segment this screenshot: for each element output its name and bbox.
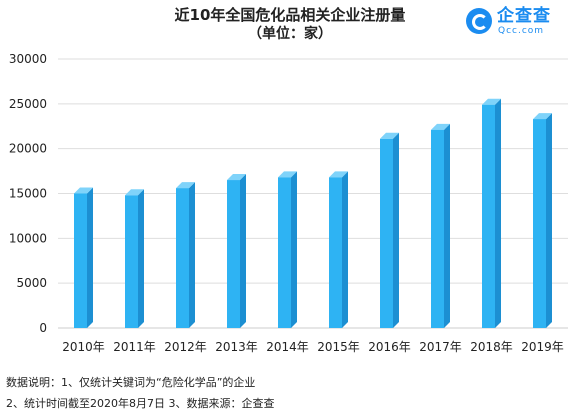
x-tick-label: 2010年 — [62, 340, 105, 354]
bar-top — [176, 182, 195, 189]
x-tick-label: 2018年 — [470, 340, 513, 354]
bar-side — [393, 132, 399, 328]
chart-title: 近10年全国危化品相关企业注册量 — [174, 6, 406, 24]
x-tick-label: 2013年 — [215, 340, 258, 354]
bar-side — [546, 113, 552, 329]
bar-top — [329, 171, 348, 178]
bar — [533, 119, 546, 329]
bar-side — [189, 182, 195, 328]
bar-side — [342, 171, 348, 328]
bar-top — [125, 189, 144, 196]
bar — [329, 177, 342, 328]
y-tick-label: 15000 — [9, 187, 47, 201]
y-tick-label: 25000 — [9, 97, 47, 111]
bar-side — [444, 123, 450, 328]
x-tick-label: 2015年 — [317, 340, 360, 354]
x-tick-label: 2014年 — [266, 340, 309, 354]
bar-top — [227, 174, 246, 181]
bar-top — [74, 187, 93, 194]
x-tick-label: 2017年 — [419, 340, 462, 354]
bar — [431, 129, 444, 328]
chart-subtitle: （单位：家） — [248, 26, 332, 42]
qcc-logo: 企查查 Qcc.com — [466, 6, 576, 38]
x-tick-label: 2011年 — [113, 340, 156, 354]
logo-name: 企查查 — [497, 6, 551, 26]
bar — [380, 138, 393, 328]
x-tick-label: 2019年 — [521, 340, 564, 354]
y-tick-label: 10000 — [9, 231, 47, 245]
qcc-logo-icon — [466, 8, 492, 34]
bar — [125, 195, 138, 328]
data-note-line-2: 2、统计时间截至2020年8月7日 3、数据来源：企查查 — [6, 397, 275, 410]
bar-side — [138, 189, 144, 328]
bar-top — [482, 98, 501, 105]
bar-side — [87, 187, 93, 328]
bar — [74, 193, 87, 328]
bar — [278, 177, 291, 328]
logo-domain: Qcc.com — [498, 26, 545, 36]
bar — [176, 188, 189, 328]
x-tick-label: 2012年 — [164, 340, 207, 354]
bar-chart: 0 5000 10000 15000 20000 25000 30000 2010年 2011年… — [9, 52, 568, 354]
bar-top — [533, 113, 552, 120]
bar-top — [431, 123, 450, 130]
bar-top — [278, 171, 297, 178]
bar — [482, 104, 495, 328]
bar — [227, 180, 240, 328]
y-tick-label: 0 — [39, 321, 47, 335]
y-tick-label: 5000 — [16, 276, 47, 290]
bar-side — [495, 98, 501, 328]
y-tick-label: 30000 — [9, 52, 47, 66]
data-note-line-1: 数据说明：1、仅统计关键词为“危险化学品”的企业 — [6, 376, 256, 389]
bar-side — [240, 174, 246, 328]
bar-top — [380, 132, 399, 139]
x-tick-label: 2016年 — [368, 340, 411, 354]
bar-side — [291, 171, 297, 328]
y-tick-label: 20000 — [9, 142, 47, 156]
